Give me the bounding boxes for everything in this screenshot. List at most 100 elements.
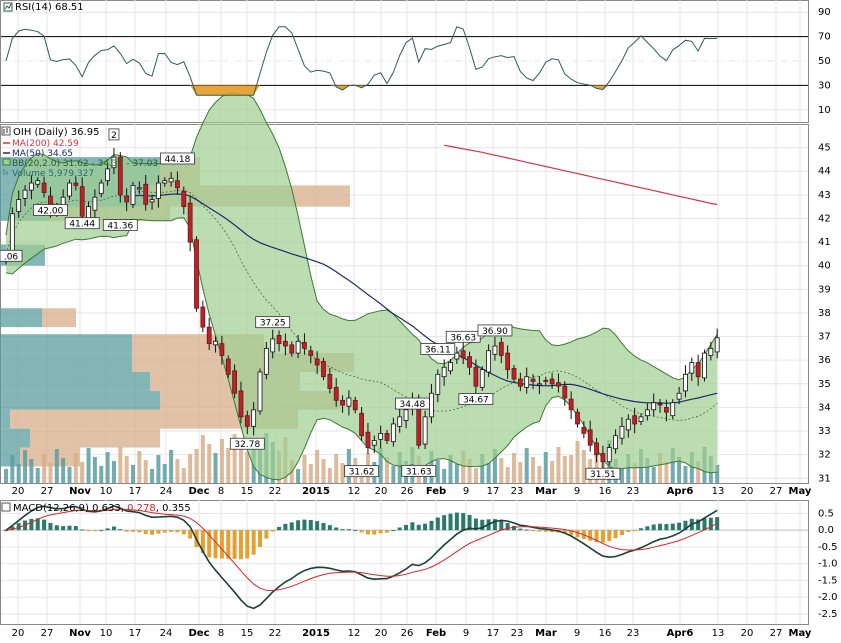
volume-bar	[54, 449, 59, 483]
volume-bar	[537, 466, 542, 483]
annotation-label: 41.36	[107, 222, 133, 232]
volume-bar	[16, 464, 21, 483]
macd-histogram-bar	[569, 530, 574, 536]
price-title-value: 36.95	[71, 127, 100, 138]
macd-histogram-bar	[473, 518, 478, 531]
candle-down	[511, 368, 517, 380]
x-label-price: 23	[511, 486, 524, 497]
candle-up	[9, 213, 15, 251]
x-label-macd: 23	[627, 628, 640, 639]
volume-bar	[99, 466, 104, 483]
macd-histogram-bar	[378, 530, 383, 534]
volume-bar	[296, 469, 301, 483]
volume-bar	[245, 452, 250, 483]
volume-bar	[435, 460, 440, 483]
macd-label-hist: 0.355	[162, 503, 191, 514]
x-label-macd: Apr6	[667, 628, 694, 639]
bb-upper-line	[5, 91, 718, 381]
volume-bar	[327, 468, 332, 483]
macd-histogram-bar	[397, 527, 402, 531]
candle-down	[549, 378, 555, 385]
macd-histogram-bar	[131, 530, 135, 532]
macd-histogram-bar	[251, 530, 256, 555]
candle-up	[295, 340, 301, 354]
macd-histogram-bar	[264, 530, 269, 539]
annotation-label: 42.00	[38, 206, 64, 216]
candle-down	[187, 202, 193, 243]
rsi-tick-label: 90	[818, 7, 831, 18]
candle-down	[276, 334, 282, 345]
candle-down	[657, 403, 663, 406]
macd-histogram-bar	[200, 530, 205, 554]
candle-down	[562, 385, 568, 399]
annotation-label: 36.11	[425, 346, 451, 356]
candle-up	[105, 168, 110, 182]
annotation-label: 32.78	[234, 440, 260, 450]
macd-histogram-bar	[353, 529, 358, 531]
candle-down	[352, 399, 358, 411]
annotation-label: 36.63	[450, 333, 476, 343]
macd-label: MACD(12,26,9) 0.633, 0.278, 0.355	[13, 503, 191, 514]
candle-down	[194, 239, 199, 309]
candle-up	[486, 350, 492, 373]
x-label-macd: 17	[487, 628, 500, 639]
macd-histogram-bar	[111, 526, 116, 531]
candle-down	[664, 407, 669, 413]
candle-up	[524, 376, 530, 388]
volume-bar	[499, 458, 504, 483]
volume-bar	[340, 463, 345, 483]
volume-bar	[658, 453, 663, 483]
candle-up	[435, 373, 441, 395]
profile-bar-teal	[0, 371, 150, 391]
candle-down	[473, 366, 479, 387]
x-label-macd: 23	[511, 628, 524, 639]
x-label-price: 23	[627, 486, 640, 497]
volume-bar	[715, 465, 720, 483]
macd-histogram-bar	[226, 530, 231, 559]
x-label-macd: 8	[218, 628, 224, 639]
candle-up	[92, 196, 98, 211]
annotation-box	[64, 217, 100, 230]
x-label-price: 26	[401, 486, 414, 497]
candle-up	[378, 433, 384, 440]
volume-bar	[23, 450, 28, 483]
price-tick-label: 31	[818, 473, 831, 484]
x-label-macd: 13	[712, 628, 725, 639]
price-tick-label: 37	[818, 332, 831, 343]
volume-bar	[73, 453, 78, 483]
volume-bar	[118, 447, 123, 483]
rsi-tick-label: 30	[818, 80, 831, 91]
volume-bar	[80, 462, 85, 483]
price-legend: OIH (Daily) 36.95 MA(200) 42.59 MA(50) 3…	[1, 126, 158, 179]
macd-histogram-bar	[359, 530, 364, 533]
macd-panel	[0, 500, 809, 625]
candle-down	[206, 326, 212, 345]
volume-bar	[156, 455, 161, 483]
volume-bar	[226, 448, 231, 483]
candle-down	[594, 442, 599, 456]
candle-up	[708, 347, 714, 356]
profile-bar-teal	[0, 390, 160, 410]
candle-down	[365, 431, 371, 448]
macd-histogram-bar	[143, 530, 148, 535]
volume-bar	[677, 457, 682, 483]
macd-histogram-bar	[410, 522, 415, 531]
rsi-label: RSI(14) 68.51	[15, 2, 84, 13]
profile-bar-teal	[0, 353, 132, 372]
volume-bar	[200, 435, 205, 483]
annotation-box	[445, 330, 481, 343]
volume-bar	[169, 450, 174, 483]
volume-bar	[486, 463, 491, 483]
x-label-macd: May	[789, 628, 812, 639]
candle-up	[397, 416, 403, 427]
candle-down	[530, 378, 536, 382]
volume-bar	[467, 459, 472, 483]
candle-down	[79, 186, 85, 217]
candle-down	[314, 358, 320, 366]
profile-bar-teal	[0, 308, 42, 328]
macd-histogram-bar	[162, 530, 167, 533]
candle-down	[238, 390, 244, 418]
macd-histogram-bar	[708, 517, 713, 531]
profile-bar-teal	[0, 334, 132, 354]
